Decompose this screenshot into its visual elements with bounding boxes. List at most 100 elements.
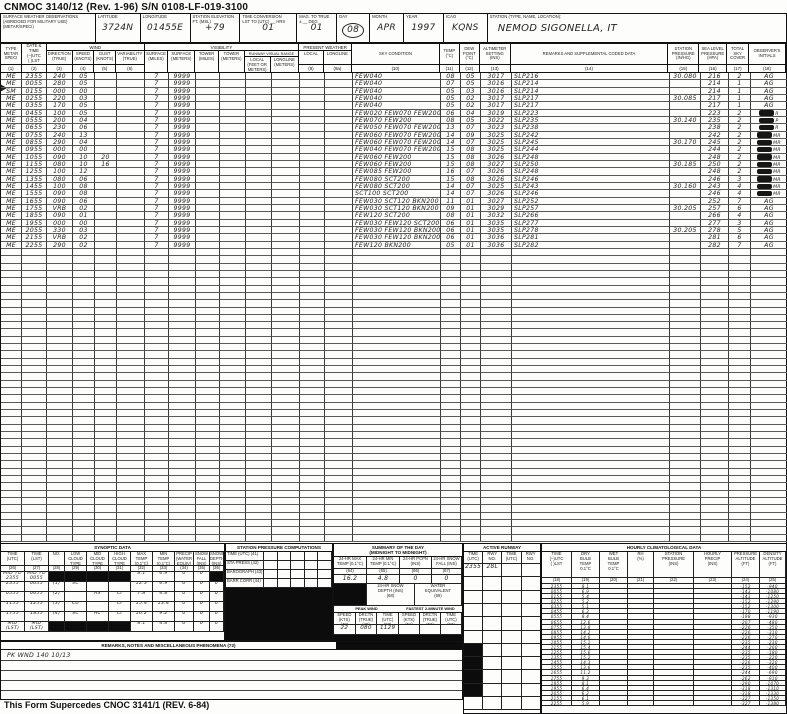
obs-cell-vis_mi: 7 — [145, 175, 169, 183]
obs-cell-blank — [1, 446, 22, 455]
obs-cell-blank — [95, 490, 117, 499]
form-element: (2) — [21, 64, 46, 72]
obs-cell-var — [117, 109, 145, 117]
obs-cell-blank — [353, 366, 441, 374]
obs-cell-blank — [73, 358, 95, 367]
obs-cell-blank — [325, 454, 353, 462]
obs-cell-dir: 090 — [47, 153, 73, 161]
runway-cell — [464, 657, 484, 671]
hourly-cell — [628, 594, 654, 600]
form-element: DIRECTION (TRUE) (3) SPEED (KNOTS) (4) GUST … — [46, 51, 144, 72]
obs-cell-blank — [22, 395, 47, 403]
col-num: (26) — [1, 566, 25, 572]
obs-col-(12): DEW POINT (°C) (12) — [459, 44, 480, 72]
synoptic-cell: 4.8 — [153, 591, 175, 602]
obs-cell-blank — [47, 329, 73, 337]
obs-cell-blank — [353, 278, 441, 286]
obs-cell-twr_m — [220, 160, 246, 169]
synoptic-cell: 0 — [194, 611, 210, 622]
obs-cell-cover: 6 — [729, 234, 751, 242]
obs-cell-blank — [196, 314, 220, 323]
obs-cell-wx_loc — [300, 109, 325, 117]
obs-cell-blank — [169, 446, 196, 455]
obs-cell-sky: FEW060 FEW070 FEW200 — [353, 138, 441, 147]
obs-cell-blank — [729, 322, 751, 330]
obs-cell-blank — [670, 256, 701, 264]
runway-cell — [502, 564, 522, 578]
hourly-cell — [628, 604, 654, 610]
synoptic-cell: 6.9 — [153, 571, 175, 582]
obs-cell-blank — [47, 256, 73, 264]
obs-cell-twr_mi — [196, 190, 220, 198]
hourly-cell: 0655 — [542, 619, 572, 625]
obs-cell-blank — [117, 307, 145, 315]
obs-cell-blank — [481, 366, 512, 374]
obs-cell-blank — [751, 329, 787, 337]
obs-cell-blank — [145, 490, 169, 499]
obs-cell-blank — [481, 300, 512, 308]
obs-cell-blank — [325, 351, 353, 359]
obs-cell-blank — [95, 520, 117, 528]
obs-cell-blank — [117, 468, 145, 477]
obs-cell-wx_loc — [300, 168, 325, 176]
obs-cell-remarks: SLP217 — [512, 94, 670, 103]
obs-cell-dew: 01 — [461, 234, 481, 242]
obs-cell-stp: 30.085 — [670, 94, 701, 103]
obs-cell-blank — [701, 388, 729, 396]
obs-cell-sky: SCT100 SCT200 — [353, 190, 441, 198]
obs-cell-blank — [701, 329, 729, 337]
col-label: TIME (UTC) (50) — [377, 613, 399, 626]
hourly-cell: -244 — [732, 645, 760, 651]
hourly-cell: -1080 — [760, 588, 786, 595]
obs-cell-slp: 277 — [701, 219, 729, 227]
empty-cell — [304, 570, 319, 580]
obs-cell-time: 0855 — [22, 138, 47, 147]
obs-cell-blank — [300, 476, 325, 484]
obs-cell-twr_m — [220, 116, 246, 125]
hourly-cell: 2255 — [542, 701, 572, 707]
hourly-cell: 14.6 — [572, 634, 600, 640]
runway-cell: 28L — [483, 564, 503, 578]
runway-cell — [521, 657, 540, 671]
obs-cell-blank — [117, 446, 145, 455]
synoptic-cell: (3) — [49, 601, 65, 612]
col-label: WET BULB TEMP 0.1°C — [600, 552, 628, 579]
col-num: (28) — [49, 566, 65, 572]
obs-cell-cover: 1 — [729, 94, 751, 103]
header-field-label: LONGITUDE — [142, 14, 168, 19]
obs-cell-blank — [196, 270, 220, 279]
form-element: 24-HR MAX TEMP (0.1°C) 24-HR MIN TEMP (0.… — [334, 557, 462, 575]
synoptic-cell: MID TO 2355 — [1, 571, 25, 582]
obs-cell-temp: 15 — [441, 160, 461, 169]
obs-cell-temp: 14 — [441, 131, 461, 139]
obs-cell-blank — [22, 410, 47, 418]
runway-cell — [483, 670, 503, 684]
obs-cell-rvr_long — [272, 124, 300, 132]
obs-cell-blank — [325, 410, 353, 418]
obs-cell-spd: 13 — [73, 131, 95, 139]
obs-cell-type: ME — [1, 234, 22, 242]
obs-cell-blank — [117, 248, 145, 257]
header-field-longitude: LONGITUDE 01455E — [141, 14, 191, 42]
obs-cell-blank — [300, 402, 325, 411]
form-footer: This Form Supercedes CNOC 3141/1 (REV. 6… — [4, 700, 210, 710]
obs-cell-twr_m — [220, 87, 246, 95]
obs-cell-stp: 30.205 — [670, 226, 701, 235]
obs-cell-stp — [670, 87, 701, 95]
obs-cell-blank — [196, 446, 220, 455]
obs-cell-spd: 04 — [73, 116, 95, 125]
form-element: MR — [773, 148, 781, 154]
obs-cell-dir: 290 — [47, 138, 73, 147]
obs-cell-rvr_loc — [246, 131, 272, 139]
obs-cell-blank — [481, 373, 512, 381]
obs-cell-twr_m — [220, 190, 246, 198]
obs-cell-blank — [272, 300, 300, 308]
hourly-cell — [628, 675, 654, 681]
obs-cell-blank — [272, 432, 300, 440]
obs-cell-blank — [220, 256, 246, 264]
obs-cell-blank — [47, 454, 73, 462]
obs-cell-blank — [145, 476, 169, 484]
empty-cell — [318, 552, 332, 562]
obs-cell-sky: FEW120 BKN200 — [353, 241, 441, 249]
obs-cell-blank — [751, 469, 787, 477]
